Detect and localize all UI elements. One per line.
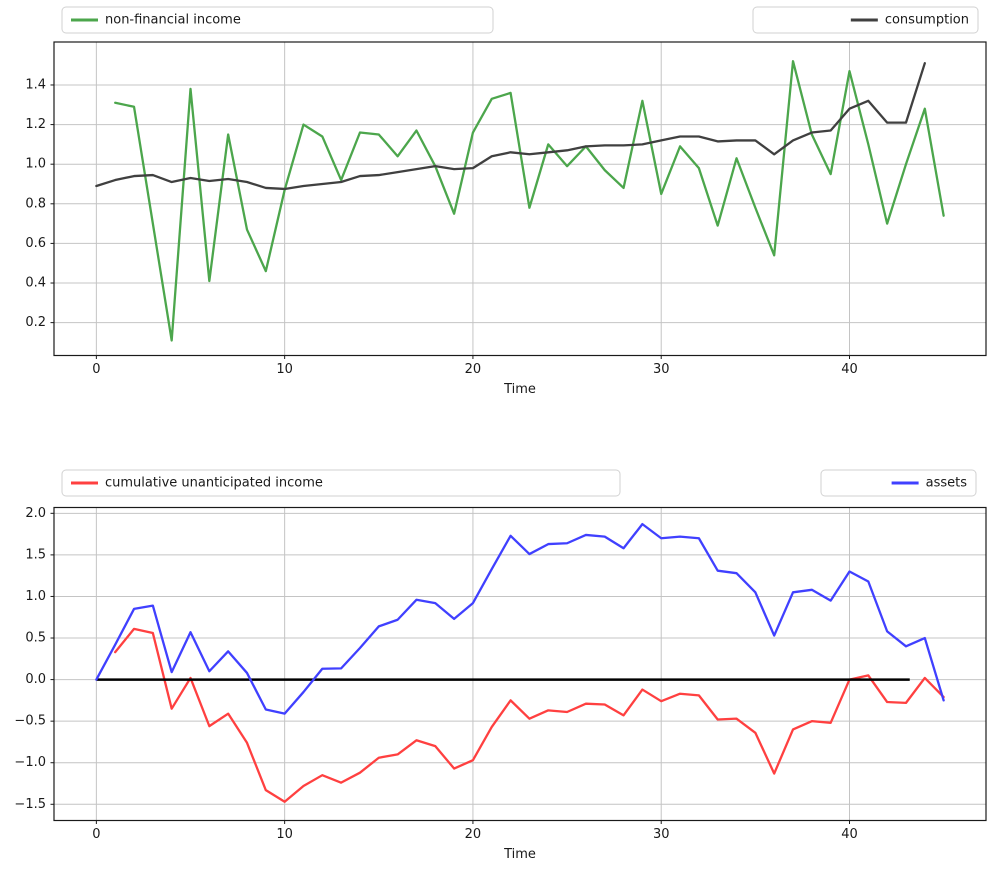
gridlines	[54, 42, 986, 356]
x-tick-label: 10	[276, 827, 293, 842]
x-tick-label: 30	[653, 827, 670, 842]
y-tick-label: 1.5	[25, 547, 46, 562]
x-tick-label: 40	[841, 362, 858, 377]
gridlines	[54, 507, 986, 821]
subplot-cumulative-assets: 0 10 20 30 40 −1.5 −1.0 −0.5 0.0 0.5 1.0 1.5 2.0 Time…	[14, 469, 987, 862]
assets-line	[95, 522, 945, 715]
subplot-income-consumption: 0 10 20 30 40 0.2 0.4 0.6 0.8 1.0 1.2 1.4 Time non-fi…	[25, 6, 987, 397]
x-tick-label: 20	[465, 362, 482, 377]
legend-assets: assets	[820, 469, 977, 497]
tick-marks-and-labels: 0 10 20 30 40 0.2 0.4 0.6 0.8 1.0 1.2 1.4	[25, 77, 857, 377]
y-tick-label: 1.0	[25, 589, 46, 604]
y-tick-label: 0.0	[25, 672, 46, 687]
legend-label: cumulative unanticipated income	[105, 476, 323, 491]
legend-consumption: consumption	[752, 6, 979, 34]
y-tick-label: 1.2	[25, 117, 46, 132]
x-tick-label: 0	[92, 362, 100, 377]
legend-cumulative-unanticipated-income: cumulative unanticipated income	[61, 469, 621, 497]
axes-spines	[53, 41, 987, 357]
y-tick-label: −1.0	[14, 755, 46, 770]
y-tick-label: 2.0	[25, 506, 46, 521]
y-tick-label: −1.5	[14, 797, 46, 812]
legend-label: non-financial income	[105, 13, 241, 28]
x-tick-label: 10	[276, 362, 293, 377]
x-axis-label-time: Time	[503, 382, 536, 397]
y-tick-label: 0.5	[25, 631, 46, 646]
legend-label: consumption	[885, 13, 969, 28]
x-tick-label: 40	[841, 827, 858, 842]
x-tick-label: 20	[465, 827, 482, 842]
y-tick-label: 1.4	[25, 77, 46, 92]
legend-label: assets	[926, 476, 968, 491]
legend-box	[61, 469, 621, 497]
y-tick-label: 1.0	[25, 157, 46, 172]
cumulative-unanticipated-income-line	[114, 627, 945, 803]
non-financial-income-line	[114, 60, 945, 342]
y-tick-label: 0.2	[25, 315, 46, 330]
x-tick-label: 0	[92, 827, 100, 842]
y-tick-label: 0.4	[25, 276, 46, 291]
y-tick-label: −0.5	[14, 714, 46, 729]
axes-spines	[53, 506, 987, 822]
x-axis-label-time: Time	[503, 847, 536, 862]
consumption-line	[95, 62, 926, 191]
x-tick-label: 30	[653, 362, 670, 377]
tick-marks-and-labels: 0 10 20 30 40 −1.5 −1.0 −0.5 0.0 0.5 1.0 1.5 2.0	[14, 506, 857, 842]
legend-non-financial-income: non-financial income	[61, 6, 494, 34]
legend-box	[61, 6, 494, 34]
y-tick-label: 0.8	[25, 196, 46, 211]
y-tick-label: 0.6	[25, 236, 46, 251]
